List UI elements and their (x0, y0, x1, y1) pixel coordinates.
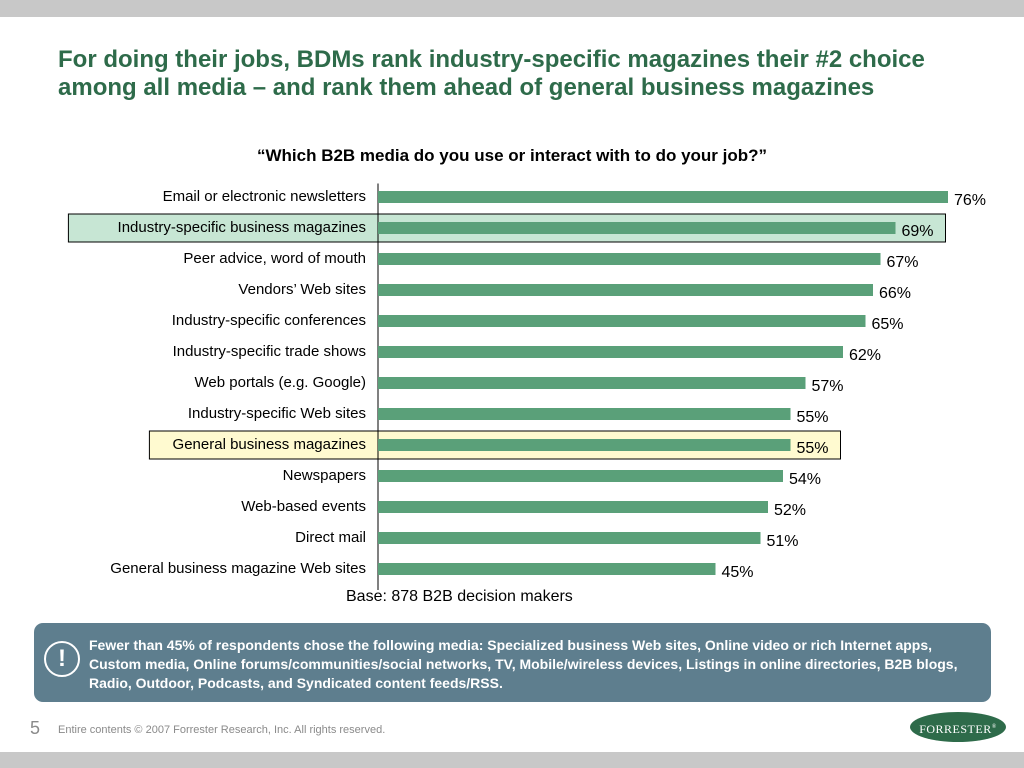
category-label: General business magazines (173, 436, 366, 453)
bar (378, 284, 873, 296)
callout-text: Fewer than 45% of respondents chose the … (89, 637, 958, 691)
bar (378, 408, 791, 420)
bar (378, 346, 843, 358)
bar-chart: Email or electronic newsletters 76% Indust… (67, 183, 986, 590)
bar (378, 377, 806, 389)
bar (378, 191, 948, 203)
bar (378, 532, 761, 544)
value-label: 54% (789, 471, 821, 488)
page-number: 5 (30, 718, 41, 738)
category-label: Web-based events (241, 498, 366, 515)
survey-question: “Which B2B media do you use or interact … (256, 146, 768, 165)
value-label: 76% (954, 192, 986, 209)
logo-mark: ® (991, 724, 997, 730)
value-label: 57% (812, 378, 844, 395)
bottom-band (0, 752, 1024, 768)
bar (378, 315, 866, 327)
bar (378, 222, 896, 234)
category-label: Industry-specific trade shows (173, 343, 366, 360)
top-band (0, 0, 1024, 17)
bar (378, 563, 716, 575)
category-label: Email or electronic newsletters (163, 188, 366, 205)
value-label: 65% (872, 316, 904, 333)
category-label: Industry-specific business magazines (118, 219, 366, 236)
forrester-logo: FORRESTER® (910, 712, 1006, 742)
base-note: Base: 878 B2B decision makers (346, 588, 573, 605)
bar (378, 501, 768, 513)
bar (378, 253, 881, 265)
value-label: 51% (767, 533, 799, 550)
value-label: 45% (722, 564, 754, 581)
category-label: Vendors’ Web sites (238, 281, 366, 298)
category-label: Industry-specific conferences (172, 312, 366, 329)
category-label: Peer advice, word of mouth (183, 250, 366, 267)
category-label: Web portals (e.g. Google) (195, 374, 366, 391)
value-label: 69% (902, 223, 934, 240)
value-label: 67% (887, 254, 919, 271)
copyright-text: Entire contents © 2007 Forrester Researc… (58, 724, 386, 736)
category-label: Industry-specific Web sites (188, 405, 366, 422)
value-label: 52% (774, 502, 806, 519)
exclamation-icon: ! (44, 641, 80, 677)
category-label: Newspapers (283, 467, 366, 484)
bar (378, 439, 791, 451)
bar (378, 470, 783, 482)
value-label: 55% (797, 440, 829, 457)
value-label: 55% (797, 409, 829, 426)
category-label: Direct mail (295, 529, 366, 546)
logo-text: FORRESTER (919, 722, 992, 736)
value-label: 66% (879, 285, 911, 302)
callout-box: ! Fewer than 45% of respondents chose th… (34, 623, 991, 702)
slide-title: For doing their jobs, BDMs rank industry… (58, 46, 925, 101)
value-label: 62% (849, 347, 881, 364)
category-label: General business magazine Web sites (110, 560, 366, 577)
